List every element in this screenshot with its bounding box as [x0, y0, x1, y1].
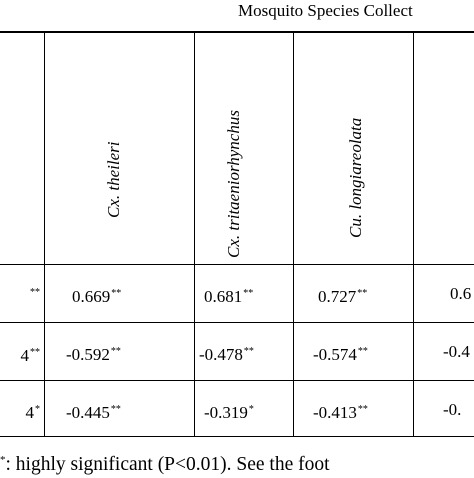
row-rule-1 — [0, 322, 474, 323]
species-header-1: Cx. theileri — [104, 141, 123, 218]
sig-marker: ** — [243, 288, 254, 299]
footnote-marker: * — [0, 454, 6, 466]
group-header: Mosquito Species Collect — [238, 1, 413, 20]
row-3-cell-1: -0.445** — [66, 399, 121, 424]
row-3-cell-2: -0.319* — [204, 399, 254, 424]
row-1-cell-2: 0.681** — [204, 283, 253, 308]
sig-marker: ** — [110, 346, 121, 357]
row-rule-2 — [0, 380, 474, 381]
table-bottom-rule — [0, 436, 474, 437]
sig-marker: ** — [111, 288, 122, 299]
col-rule-3 — [293, 31, 294, 437]
sig-marker: ** — [30, 287, 40, 298]
col-rule-1 — [44, 31, 45, 437]
cell-value: -0.4 — [443, 342, 470, 361]
row-1-cell-1: 0.669** — [72, 283, 121, 308]
header-top-rule — [0, 31, 474, 33]
cell-value: 0.681 — [204, 287, 243, 306]
sig-marker: * — [248, 404, 254, 415]
sig-marker: ** — [357, 404, 368, 415]
cell-value: 0.727 — [318, 287, 357, 306]
sig-marker: ** — [110, 404, 121, 415]
cell-value: 0.669 — [72, 287, 111, 306]
row-1-left-cell: ** — [29, 282, 40, 307]
row-3-left-cell: 4* — [26, 399, 41, 424]
row-2-right-cell: -0.4 — [443, 341, 470, 363]
cell-value: -0.319 — [204, 403, 248, 422]
cell-value: -0.478 — [199, 345, 243, 364]
cell-value: -0.574 — [313, 345, 357, 364]
cell-value: -0. — [443, 400, 462, 419]
cell-value: 4 — [20, 346, 30, 365]
cell-value: -0.413 — [313, 403, 357, 422]
sig-marker: * — [35, 404, 40, 415]
row-2-left-cell: 4** — [21, 342, 41, 367]
cell-value: 4 — [25, 403, 35, 422]
cell-value: 0.6 — [450, 284, 472, 303]
footnote-text: : highly significant (P<0.01). See the f… — [5, 454, 330, 475]
cell-value: -0.445 — [66, 403, 110, 422]
row-2-cell-2: -0.478** — [199, 341, 254, 366]
species-header-3: Cu. longiareolata — [346, 117, 365, 238]
table-footnote: *: highly significant (P<0.01). See the … — [0, 447, 330, 478]
col-rule-2 — [194, 31, 195, 437]
sig-marker: ** — [357, 346, 368, 357]
row-1-cell-3: 0.727** — [318, 283, 367, 308]
row-2-cell-1: -0.592** — [66, 341, 121, 366]
row-2-cell-3: -0.574** — [313, 341, 368, 366]
cell-value: -0.592 — [66, 345, 110, 364]
row-3-right-cell: -0. — [443, 399, 461, 421]
row-3-cell-3: -0.413** — [313, 399, 368, 424]
sig-marker: ** — [30, 347, 40, 358]
col-rule-4 — [413, 31, 414, 437]
species-header-2: Cx. tritaeniorhynchus — [224, 110, 243, 258]
sig-marker: ** — [357, 288, 368, 299]
row-1-right-cell: 0.6 — [450, 283, 471, 305]
sig-marker: ** — [243, 346, 254, 357]
header-bottom-rule — [0, 264, 474, 265]
